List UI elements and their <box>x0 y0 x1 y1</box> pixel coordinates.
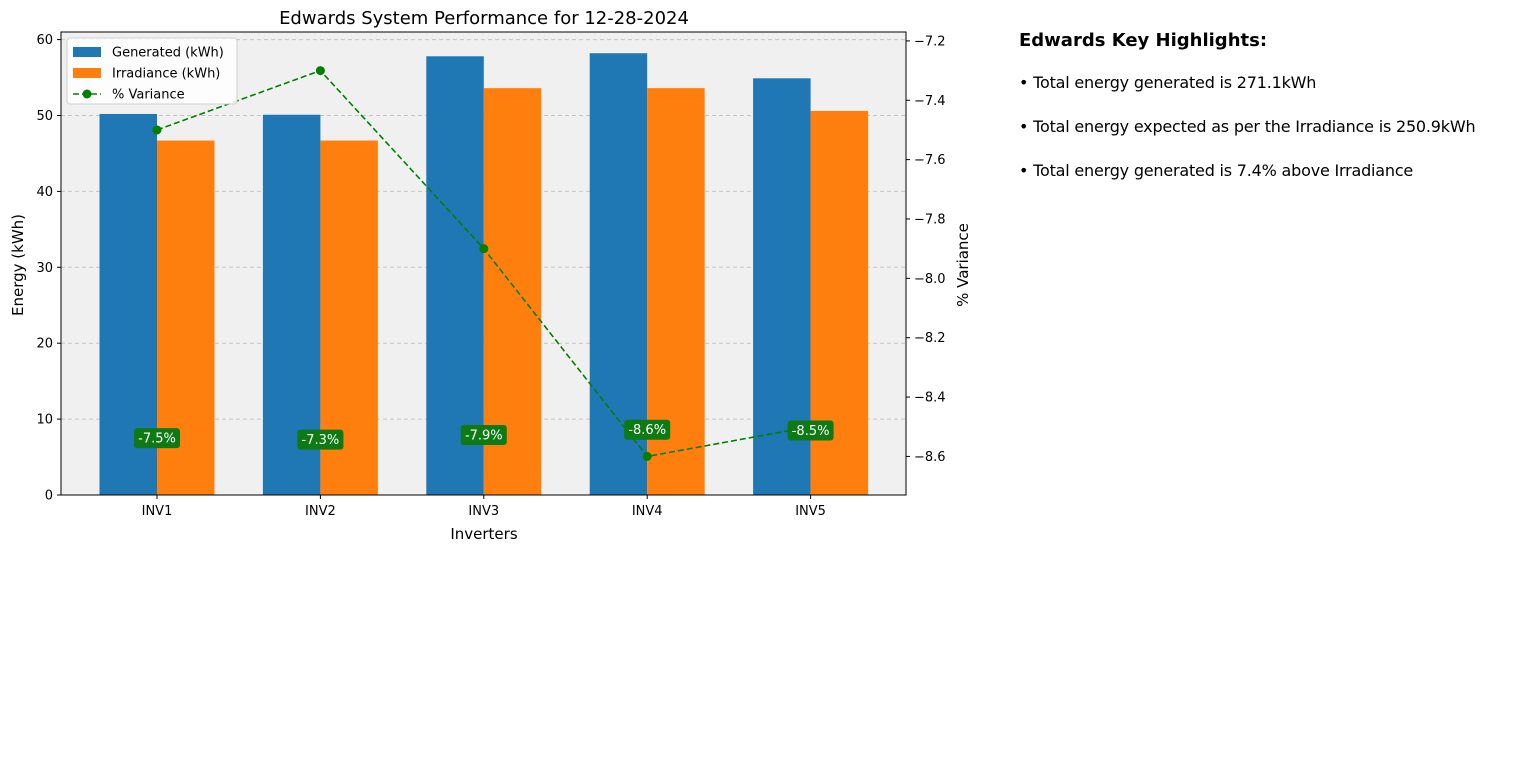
variance-annotations: -7.5% -7.3% -7.9% -8.6% -8.5% <box>134 419 834 450</box>
variance-point <box>642 451 652 461</box>
variance-point <box>152 125 162 135</box>
x-tick-label: INV5 <box>795 504 826 519</box>
legend-swatch <box>73 68 101 78</box>
y-tick-label: 50 <box>36 109 53 124</box>
highlights-panel: Edwards Key Highlights: • Total energy g… <box>1019 30 1509 205</box>
variance-label: -7.9% <box>465 429 503 444</box>
legend-label: Generated (kWh) <box>112 46 224 61</box>
y-tick-label: 30 <box>36 261 53 276</box>
y2-tick-label: −7.8 <box>914 212 946 227</box>
variance-label: -7.3% <box>302 433 340 448</box>
highlight-item: • Total energy generated is 7.4% above I… <box>1019 161 1414 180</box>
legend: Generated (kWh) Irradiance (kWh) % Varianc… <box>66 37 238 105</box>
chart-title: Edwards System Performance for 12-28-202… <box>279 8 689 29</box>
highlight-item: • Total energy expected as per the Irrad… <box>1019 117 1476 136</box>
variance-label-box <box>460 425 507 446</box>
legend-label: Irradiance (kWh) <box>112 67 220 82</box>
y2-tick-label: −8.6 <box>914 450 946 465</box>
variance-point <box>479 244 489 254</box>
legend-marker <box>82 89 92 99</box>
legend-label: % Variance <box>112 88 185 103</box>
y-axis-label: Energy (kWh) <box>9 214 27 316</box>
highlight-item: • Total energy generated is 271.1kWh <box>1019 73 1317 92</box>
x-tick-label: INV1 <box>142 504 173 519</box>
x-axis-label: Inverters <box>450 525 517 543</box>
variance-label: -8.5% <box>792 424 830 439</box>
y2-tick-label: −8.0 <box>914 272 946 287</box>
y2-tick-label: −7.6 <box>914 153 946 168</box>
y2-tick-label: −7.4 <box>914 94 946 109</box>
x-axis-ticks: INV1 INV2 INV3 INV4 INV5 <box>142 495 826 519</box>
right-axis-ticks: −7.2 −7.4 −7.6 −7.8 −8.0 −8.2 −8.4 −8.6 <box>906 34 946 465</box>
variance-label-box <box>297 429 344 450</box>
y-tick-label: 10 <box>36 413 53 428</box>
y-tick-label: 20 <box>36 337 53 352</box>
variance-label: -8.6% <box>628 423 666 438</box>
variance-label-box <box>624 419 671 440</box>
y-tick-label: 0 <box>45 489 53 504</box>
x-tick-label: INV4 <box>632 504 663 519</box>
variance-point <box>315 66 325 76</box>
variance-label-box <box>134 428 180 449</box>
y2-tick-label: −7.2 <box>914 34 946 49</box>
left-axis-ticks: 0 10 20 30 40 50 60 <box>36 33 61 504</box>
y2-axis-label: % Variance <box>954 223 972 307</box>
variance-label-box <box>787 420 834 441</box>
legend-swatch <box>73 47 101 57</box>
legend-box <box>66 37 238 105</box>
highlights-title: Edwards Key Highlights: <box>1019 30 1268 51</box>
x-tick-label: INV3 <box>468 504 499 519</box>
bar-generated <box>426 56 484 496</box>
y-tick-label: 60 <box>36 33 53 48</box>
y-tick-label: 40 <box>36 185 53 200</box>
variance-label: -7.5% <box>138 432 176 447</box>
y2-tick-label: −8.4 <box>914 391 946 406</box>
performance-chart: 0 10 20 30 40 50 60 −7.2 −7.4 −7.6 −7.8 −8.0 −8.2 −8… <box>9 8 972 543</box>
y2-tick-label: −8.2 <box>914 331 946 346</box>
x-tick-label: INV2 <box>305 504 336 519</box>
